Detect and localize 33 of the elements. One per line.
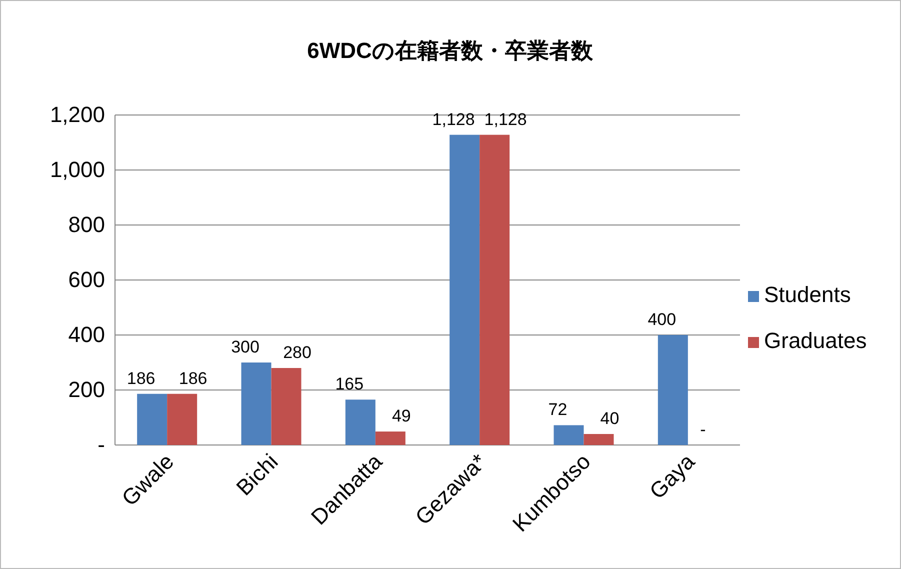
bar [658,335,688,445]
y-tick-label: - [98,432,105,457]
data-label: 1,128 [432,110,475,129]
chart-title: 6WDCの在籍者数・卒業者数 [307,38,594,63]
bar [554,425,584,445]
data-label: - [700,420,706,439]
data-label: 300 [231,338,260,356]
data-label: 165 [335,374,364,394]
bar [137,394,168,445]
y-tick-label: 400 [68,322,105,347]
y-tick-label: 200 [68,377,105,402]
y-tick-label: 600 [68,267,105,292]
data-label: 72 [548,400,568,420]
y-tick-label: 1,000 [50,157,105,182]
bar [480,134,510,445]
bar [241,362,272,445]
data-label: 40 [600,409,620,428]
bar [450,134,480,445]
data-label: 280 [283,343,312,362]
bar [584,434,614,445]
legend-label: Students [764,282,851,307]
data-label: 400 [648,310,676,329]
y-tick-label: 1,200 [50,102,105,127]
data-label: 186 [178,368,208,388]
bar [375,432,406,445]
y-tick-label: 800 [68,212,105,237]
legend-label: Graduates [764,328,867,353]
bar [271,368,302,445]
data-label: 49 [392,406,411,426]
data-label: 1,128 [484,110,527,129]
bar [167,394,198,445]
data-label: 186 [126,368,156,388]
bar [345,400,376,445]
